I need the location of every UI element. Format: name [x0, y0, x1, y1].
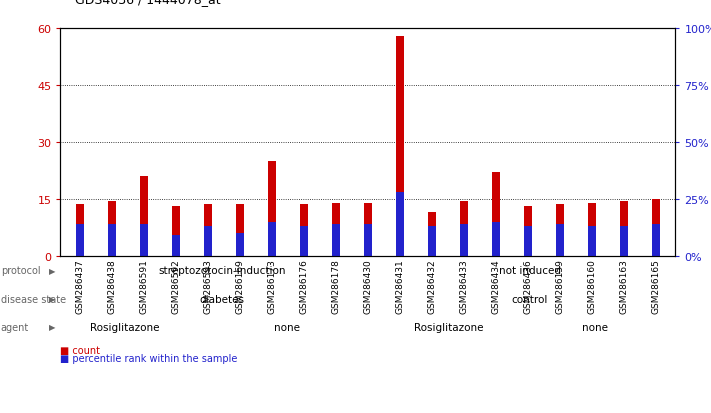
Bar	[652, 199, 661, 256]
Bar	[652, 224, 661, 256]
Bar	[620, 201, 629, 256]
Text: GDS4036 / 1444078_at: GDS4036 / 1444078_at	[75, 0, 220, 6]
Text: Rosiglitazone: Rosiglitazone	[414, 322, 483, 332]
Bar	[332, 224, 340, 256]
Text: Rosiglitazone: Rosiglitazone	[90, 322, 160, 332]
Bar	[492, 173, 500, 256]
Text: diabetes: diabetes	[200, 294, 245, 304]
Text: streptozotocin-induction: streptozotocin-induction	[159, 266, 286, 276]
Bar	[236, 233, 244, 256]
Bar	[172, 207, 180, 256]
Text: control: control	[512, 294, 548, 304]
Bar	[107, 224, 116, 256]
Bar	[300, 205, 308, 256]
Bar	[172, 235, 180, 256]
Text: protocol: protocol	[1, 266, 41, 276]
Bar	[364, 224, 372, 256]
Text: ▶: ▶	[48, 266, 55, 275]
Text: none: none	[274, 322, 300, 332]
Bar	[236, 205, 244, 256]
Bar	[524, 207, 532, 256]
Text: ■ percentile rank within the sample: ■ percentile rank within the sample	[60, 353, 237, 363]
Bar	[268, 222, 276, 256]
Bar	[204, 226, 212, 256]
Bar	[140, 224, 148, 256]
Bar	[396, 36, 404, 256]
Text: ■ count: ■ count	[60, 346, 100, 356]
Text: agent: agent	[1, 322, 29, 332]
Bar	[75, 224, 84, 256]
Bar	[140, 176, 148, 256]
Bar	[460, 201, 468, 256]
Bar	[556, 205, 564, 256]
Text: not induced: not induced	[499, 266, 561, 276]
Bar	[364, 203, 372, 256]
Bar	[300, 226, 308, 256]
Bar	[428, 226, 436, 256]
Bar	[428, 213, 436, 256]
Text: disease state: disease state	[1, 294, 66, 304]
Text: ▶: ▶	[48, 294, 55, 303]
Bar	[396, 192, 404, 256]
Text: ▶: ▶	[48, 323, 55, 331]
Bar	[492, 222, 500, 256]
Bar	[268, 161, 276, 256]
Bar	[588, 203, 596, 256]
Bar	[75, 205, 84, 256]
Bar	[556, 224, 564, 256]
Bar	[204, 205, 212, 256]
Bar	[620, 226, 629, 256]
Bar	[332, 203, 340, 256]
Bar	[588, 226, 596, 256]
Bar	[107, 201, 116, 256]
Text: none: none	[582, 322, 607, 332]
Bar	[460, 224, 468, 256]
Bar	[524, 226, 532, 256]
